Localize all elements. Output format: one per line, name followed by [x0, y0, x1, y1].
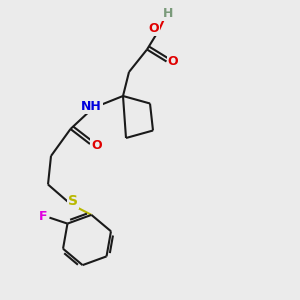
Text: H: H — [163, 7, 173, 20]
Text: O: O — [168, 55, 178, 68]
Text: F: F — [39, 210, 47, 223]
Text: NH: NH — [81, 100, 102, 113]
Text: O: O — [91, 139, 102, 152]
Text: S: S — [68, 194, 78, 208]
Text: O: O — [148, 22, 159, 35]
